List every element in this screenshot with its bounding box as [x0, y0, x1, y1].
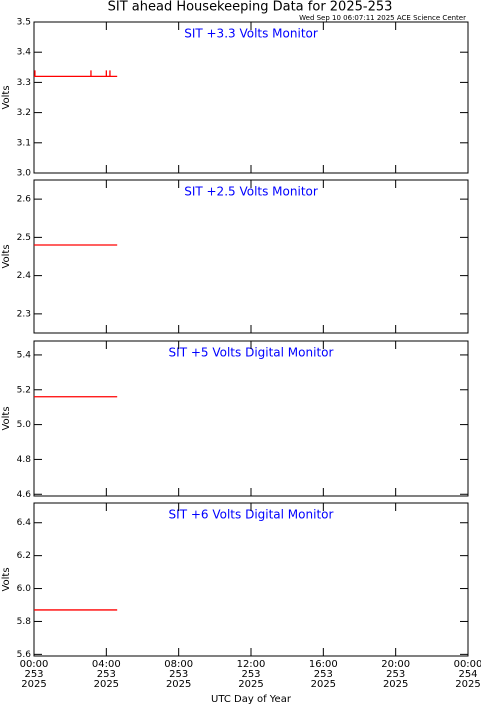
- y-tick-label: 5.2: [17, 385, 31, 395]
- y-tick-label: 5.4: [17, 350, 32, 360]
- x-tick-label: 2025: [21, 679, 46, 690]
- panel-title: SIT +3.3 Volts Monitor: [184, 27, 318, 41]
- x-tick-label: 253: [314, 669, 333, 680]
- panel-title: SIT +6 Volts Digital Monitor: [169, 508, 334, 522]
- y-tick-label: 2.5: [17, 233, 31, 243]
- x-tick-label: 20:00: [381, 659, 410, 670]
- x-tick-label: 253: [241, 669, 260, 680]
- x-tick-label: 12:00: [237, 659, 266, 670]
- x-tick-label: 253: [24, 669, 43, 680]
- panel-title: SIT +2.5 Volts Monitor: [184, 185, 318, 199]
- x-tick-label: 00:00: [20, 659, 49, 670]
- x-tick-label: 2025: [238, 679, 263, 690]
- x-tick-label: 253: [169, 669, 188, 680]
- y-tick-label: 3.2: [17, 108, 31, 118]
- x-tick-label: 253: [97, 669, 116, 680]
- x-tick-label: 2025: [166, 679, 191, 690]
- y-axis-label: Volts: [1, 85, 12, 109]
- plot-frame: [33, 340, 469, 497]
- y-tick-label: 5.8: [17, 617, 32, 627]
- y-tick-label: 3.0: [17, 169, 32, 179]
- y-tick-label: 2.3: [17, 309, 31, 319]
- timestamp: Wed Sep 10 06:07:11 2025 ACE Science Cen…: [299, 14, 466, 22]
- x-tick-label: 253: [386, 669, 405, 680]
- x-tick-label: 2025: [383, 679, 408, 690]
- y-tick-label: 4.8: [17, 455, 32, 465]
- y-tick-label: 6.4: [17, 518, 32, 528]
- panel-title: SIT +5 Volts Digital Monitor: [169, 346, 334, 360]
- chart-title: SIT ahead Housekeeping Data for 2025-253: [108, 0, 393, 15]
- x-tick-label: 2025: [311, 679, 336, 690]
- y-tick-label: 3.3: [17, 78, 31, 88]
- x-tick-label: 16:00: [309, 659, 338, 670]
- x-tick-label: 254: [458, 669, 477, 680]
- y-axis-label: Volts: [1, 244, 12, 268]
- y-tick-label: 3.5: [17, 18, 31, 28]
- x-tick-label: 08:00: [164, 659, 193, 670]
- y-tick-label: 2.6: [17, 195, 32, 205]
- x-axis-label: UTC Day of Year: [211, 694, 292, 705]
- y-tick-label: 5.6: [17, 650, 32, 660]
- plot-frame: [33, 502, 469, 657]
- y-tick-label: 6.2: [17, 551, 31, 561]
- plot-frame: [33, 21, 469, 174]
- x-tick-label: 2025: [94, 679, 119, 690]
- y-axis-label: Volts: [1, 567, 12, 591]
- y-axis-label: Volts: [1, 406, 12, 430]
- plot-frame: [33, 179, 469, 334]
- x-tick-label: 00:00: [454, 659, 481, 670]
- y-tick-label: 6.0: [17, 584, 32, 594]
- y-tick-label: 4.6: [17, 490, 32, 500]
- data-line: [34, 70, 118, 78]
- y-tick-label: 3.1: [17, 138, 31, 148]
- x-tick-label: 04:00: [92, 659, 121, 670]
- y-tick-label: 3.4: [17, 48, 32, 58]
- x-tick-label: 2025: [455, 679, 480, 690]
- y-tick-label: 5.0: [17, 420, 32, 430]
- y-tick-label: 2.4: [17, 271, 32, 281]
